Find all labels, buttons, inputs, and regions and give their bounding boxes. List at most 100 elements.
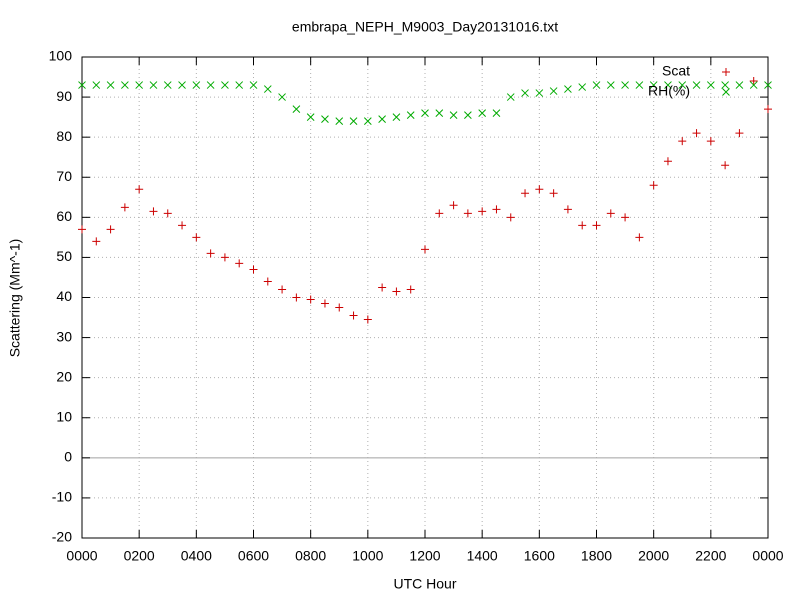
point bbox=[649, 81, 658, 89]
point bbox=[249, 265, 258, 274]
point bbox=[449, 201, 458, 210]
point bbox=[106, 81, 115, 89]
y-tick-label: 100 bbox=[49, 48, 73, 64]
point bbox=[492, 109, 501, 117]
point bbox=[292, 293, 301, 302]
point bbox=[549, 189, 558, 198]
x-tick-label: 0000 bbox=[752, 548, 783, 564]
point bbox=[349, 311, 358, 320]
point bbox=[535, 185, 544, 194]
point bbox=[406, 111, 415, 119]
point bbox=[221, 81, 229, 89]
point bbox=[721, 161, 730, 170]
point bbox=[592, 81, 601, 89]
point bbox=[78, 225, 86, 234]
point bbox=[121, 81, 129, 89]
point bbox=[163, 209, 172, 218]
y-tick-label: 40 bbox=[56, 288, 72, 304]
point bbox=[564, 85, 572, 93]
point bbox=[278, 93, 286, 101]
y-tick-label: -10 bbox=[52, 489, 72, 505]
point bbox=[464, 111, 472, 119]
point bbox=[435, 109, 444, 117]
point bbox=[249, 81, 258, 89]
point bbox=[135, 185, 144, 194]
x-tick-label: 1800 bbox=[581, 548, 612, 564]
x-tick-label: 1400 bbox=[467, 548, 498, 564]
x-tick-label: 0600 bbox=[238, 548, 269, 564]
point bbox=[378, 115, 386, 123]
point bbox=[335, 303, 344, 312]
legend-marker bbox=[722, 88, 730, 96]
point bbox=[635, 81, 644, 89]
point bbox=[278, 285, 287, 294]
point bbox=[206, 81, 215, 89]
y-tick-label: 30 bbox=[56, 328, 72, 344]
x-tick-label: 1000 bbox=[352, 548, 383, 564]
point bbox=[192, 81, 201, 89]
x-tick-label: 0400 bbox=[181, 548, 212, 564]
point bbox=[363, 117, 372, 125]
point bbox=[521, 89, 529, 97]
x-axis-label: UTC Hour bbox=[393, 576, 456, 592]
point bbox=[478, 109, 487, 117]
point bbox=[578, 221, 587, 230]
point bbox=[406, 285, 415, 294]
point bbox=[292, 105, 301, 113]
x-tick-label: 2200 bbox=[695, 548, 726, 564]
y-tick-label: 50 bbox=[56, 248, 72, 264]
point bbox=[521, 189, 530, 198]
point bbox=[263, 277, 272, 286]
point bbox=[120, 203, 129, 212]
point bbox=[378, 283, 387, 292]
point bbox=[92, 81, 101, 89]
x-tick-label: 0800 bbox=[295, 548, 326, 564]
chart-title: embrapa_NEPH_M9003_Day20131016.txt bbox=[292, 19, 558, 35]
point bbox=[549, 87, 558, 95]
point bbox=[235, 259, 244, 268]
point bbox=[135, 81, 144, 89]
point bbox=[692, 81, 701, 89]
point bbox=[506, 213, 515, 222]
point bbox=[749, 81, 758, 89]
point bbox=[692, 129, 701, 138]
point bbox=[263, 85, 272, 93]
point bbox=[78, 81, 86, 89]
point bbox=[621, 213, 630, 222]
point bbox=[178, 221, 187, 230]
y-tick-label: 20 bbox=[56, 368, 72, 384]
point bbox=[535, 89, 544, 97]
point bbox=[306, 295, 315, 304]
x-tick-label: 0200 bbox=[124, 548, 155, 564]
point bbox=[735, 129, 744, 138]
point bbox=[563, 205, 572, 214]
legend-marker bbox=[722, 68, 730, 76]
x-tick-label: 2000 bbox=[638, 548, 669, 564]
point bbox=[749, 77, 758, 86]
y-tick-label: 90 bbox=[56, 88, 72, 104]
point bbox=[421, 245, 429, 254]
point bbox=[606, 81, 615, 89]
y-tick-label: 60 bbox=[56, 208, 72, 224]
point bbox=[106, 225, 115, 234]
y-tick-label: 10 bbox=[56, 408, 72, 424]
point bbox=[506, 93, 515, 101]
point bbox=[764, 81, 772, 89]
point bbox=[678, 137, 687, 146]
y-axis-label: Scattering (Mm^-1) bbox=[7, 239, 23, 358]
point bbox=[635, 233, 644, 242]
point bbox=[392, 287, 401, 296]
point bbox=[349, 117, 358, 125]
point bbox=[335, 117, 344, 125]
point bbox=[706, 81, 715, 89]
legend-label: Scat bbox=[662, 63, 690, 79]
legend-label: RH(%) bbox=[648, 83, 690, 99]
point bbox=[206, 249, 215, 258]
point bbox=[163, 81, 172, 89]
point bbox=[663, 157, 672, 166]
point bbox=[678, 81, 687, 89]
y-tick-label: 0 bbox=[64, 449, 72, 465]
point bbox=[363, 315, 372, 324]
point bbox=[606, 209, 615, 218]
